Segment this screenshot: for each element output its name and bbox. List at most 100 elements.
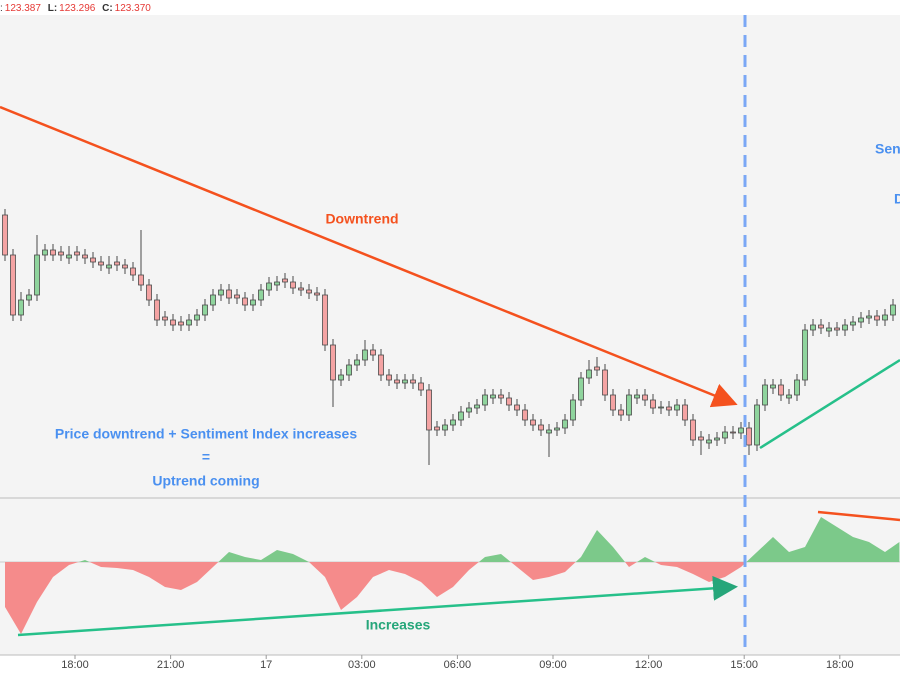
candle-body (178, 321, 184, 326)
candle-body (442, 424, 448, 431)
candle-body (738, 427, 744, 434)
candle-body (810, 324, 816, 331)
candle-body (10, 254, 16, 316)
candle-body (418, 382, 424, 391)
candle-body (778, 384, 784, 396)
candle-body (394, 379, 400, 384)
candle-body (458, 411, 464, 421)
candle-body (858, 317, 864, 323)
candle-body (538, 424, 544, 431)
candle-body (818, 324, 824, 329)
annotation: Downtrend (325, 211, 398, 227)
candle-body (202, 304, 208, 316)
candle-body (2, 214, 8, 256)
candle-body (306, 289, 312, 294)
candle-body (850, 321, 856, 326)
candle-body (842, 324, 848, 331)
annotation: D (894, 191, 900, 207)
candle-body (466, 407, 472, 413)
candle-body (290, 281, 296, 289)
candle-body (730, 431, 736, 434)
candle-body (298, 287, 304, 291)
candle-body (362, 349, 368, 361)
candle-body (434, 426, 440, 431)
annotation: Price downtrend + Sentiment Index increa… (55, 426, 357, 442)
candle-body (426, 389, 432, 431)
candle-body (706, 439, 712, 444)
candle-body (554, 427, 560, 431)
candle-body (834, 327, 840, 331)
candle-body (754, 404, 760, 446)
candle-body (170, 319, 176, 326)
time-axis (0, 655, 900, 675)
candle-body (266, 282, 272, 291)
candle-body (826, 327, 832, 332)
candle-body (210, 294, 216, 306)
sentiment-trend-arrow (17, 575, 738, 637)
candle-body (666, 406, 672, 411)
candle-body (322, 294, 328, 346)
candle-body (658, 406, 664, 409)
candle-body (250, 299, 256, 306)
candle-body (58, 251, 64, 256)
x-tick-label: 06:00 (444, 659, 472, 671)
downtrend-arrow (0, 105, 738, 408)
candle-body (874, 315, 880, 321)
x-tick-label: 03:00 (348, 659, 376, 671)
annotation: Increases (366, 617, 431, 633)
candle-body (562, 419, 568, 429)
candle-body (346, 364, 352, 376)
candle-body (138, 274, 144, 286)
candle-body (42, 249, 48, 256)
candle-body (26, 294, 32, 301)
header-bar (0, 0, 900, 15)
candle-body (146, 284, 152, 301)
candle-body (594, 366, 600, 371)
candle-body (162, 316, 168, 321)
candle-body (186, 319, 192, 326)
x-tick-label: 18:00 (61, 659, 89, 671)
candle-body (474, 404, 480, 409)
candle-body (18, 299, 24, 316)
x-tick-label: 18:00 (826, 659, 854, 671)
sentiment-area (5, 517, 900, 634)
candle-body (522, 409, 528, 421)
candle-body (234, 294, 240, 299)
candle-body (746, 427, 752, 446)
sentiment-down-line (817, 510, 900, 522)
candle-body (242, 297, 248, 306)
candle-body (402, 379, 408, 384)
candle-body (882, 314, 888, 321)
candle-body (506, 397, 512, 406)
candle-body (98, 261, 104, 266)
candle-body (74, 251, 80, 256)
candle-body (674, 404, 680, 411)
candle-body (338, 374, 344, 381)
candle-body (90, 257, 96, 263)
candle-body (194, 314, 200, 321)
candle-body (314, 292, 320, 296)
candle-body (698, 436, 704, 441)
candle-body (602, 369, 608, 396)
candle-body (122, 264, 128, 269)
annotation: = (202, 449, 210, 465)
candle-body (482, 394, 488, 406)
ohlc-header: :123.387 L: 123.296 C: 123.370 (0, 3, 151, 14)
candle-body (682, 404, 688, 421)
annotation: Sen (875, 141, 900, 157)
candle-body (34, 254, 40, 296)
candle-body (50, 249, 56, 256)
candle-body (586, 369, 592, 379)
candle-body (578, 377, 584, 401)
candle-body (386, 374, 392, 381)
candle-body (274, 281, 280, 286)
x-tick-label: 12:00 (635, 659, 663, 671)
candle-body (866, 315, 872, 319)
candle-body (218, 289, 224, 296)
candle-body (130, 267, 136, 276)
candle-body (490, 394, 496, 399)
candle-body (530, 419, 536, 426)
candle-body (642, 394, 648, 401)
uptrend-line (759, 358, 900, 450)
